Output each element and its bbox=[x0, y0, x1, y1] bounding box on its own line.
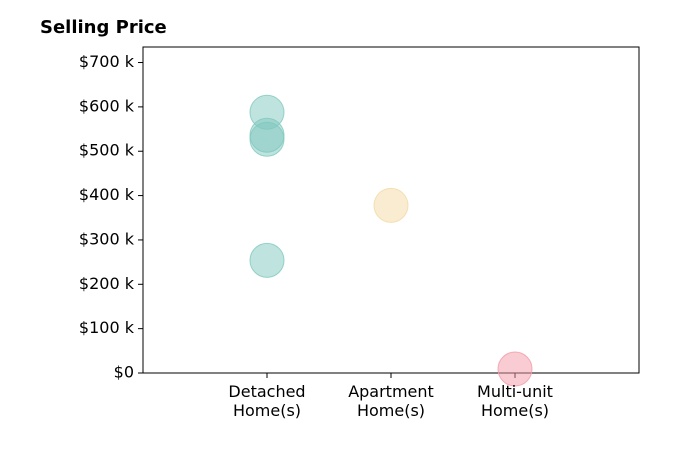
y-tick-label: $700 k bbox=[79, 52, 135, 71]
point bbox=[373, 187, 409, 223]
y-tick-label: $500 k bbox=[79, 141, 135, 160]
chart-title: Selling Price bbox=[40, 17, 167, 38]
y-tick-label: $200 k bbox=[79, 274, 135, 293]
x-tick-label: Detached Home(s) bbox=[228, 382, 306, 420]
y-tick-label: $400 k bbox=[79, 185, 135, 204]
x-tick-label: Apartment Home(s) bbox=[348, 382, 434, 420]
point bbox=[497, 351, 533, 387]
y-tick-label: $300 k bbox=[79, 229, 135, 248]
point bbox=[249, 242, 285, 278]
y-tick-label: $100 k bbox=[79, 318, 135, 337]
point bbox=[249, 121, 285, 157]
y-tick-label: $0 bbox=[114, 363, 134, 382]
y-tick-label: $600 k bbox=[79, 96, 135, 115]
x-tick-label: Multi-unit Home(s) bbox=[477, 382, 553, 420]
